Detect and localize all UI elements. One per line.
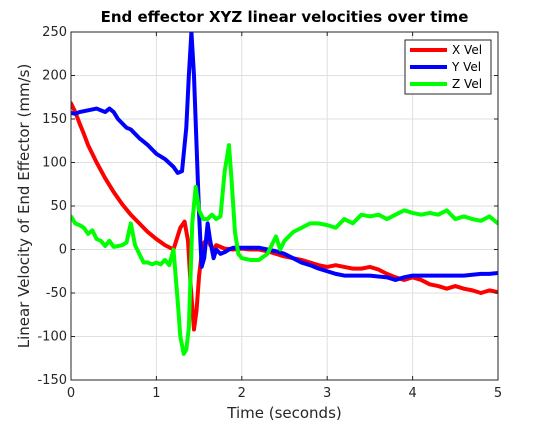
x-tick-label: 0 (67, 386, 75, 401)
x-tick-label: 5 (494, 386, 502, 401)
legend-label: X Vel (452, 43, 482, 57)
y-tick-label: 50 (50, 199, 67, 214)
series-line-x-vel (71, 101, 498, 332)
chart-title: End effector XYZ linear velocities over … (101, 8, 469, 26)
series-layer (71, 32, 498, 356)
y-axis-label: Linear Velocity of End Effector (mm/s) (15, 64, 33, 349)
legend: X Vel Y Vel Z Vel (404, 39, 492, 95)
legend-label: Z Vel (452, 77, 482, 91)
legend-entries: X Vel Y Vel Z Vel (410, 43, 482, 91)
y-tick-label: 0 (59, 243, 67, 258)
plot-area (71, 32, 498, 356)
y-tick-label: -150 (37, 373, 67, 388)
y-tick-label: -100 (37, 330, 67, 345)
series-line-z-vel (71, 143, 498, 356)
x-axis-label: Time (seconds) (226, 404, 342, 422)
y-tick-label: 250 (42, 25, 67, 40)
axis-ticks: 0 1 2 3 4 5 -150 -100 -50 0 50 100 150 200 250 (37, 25, 502, 401)
y-tick-label: -50 (46, 286, 67, 301)
y-tick-label: 100 (42, 156, 67, 171)
series-line-y-vel (71, 32, 498, 282)
x-tick-label: 1 (152, 386, 160, 401)
y-tick-label: 200 (42, 69, 67, 84)
x-tick-label: 4 (408, 386, 416, 401)
y-tick-label: 150 (42, 112, 67, 127)
x-tick-label: 3 (323, 386, 331, 401)
x-tick-label: 2 (238, 386, 246, 401)
legend-label: Y Vel (451, 60, 481, 74)
